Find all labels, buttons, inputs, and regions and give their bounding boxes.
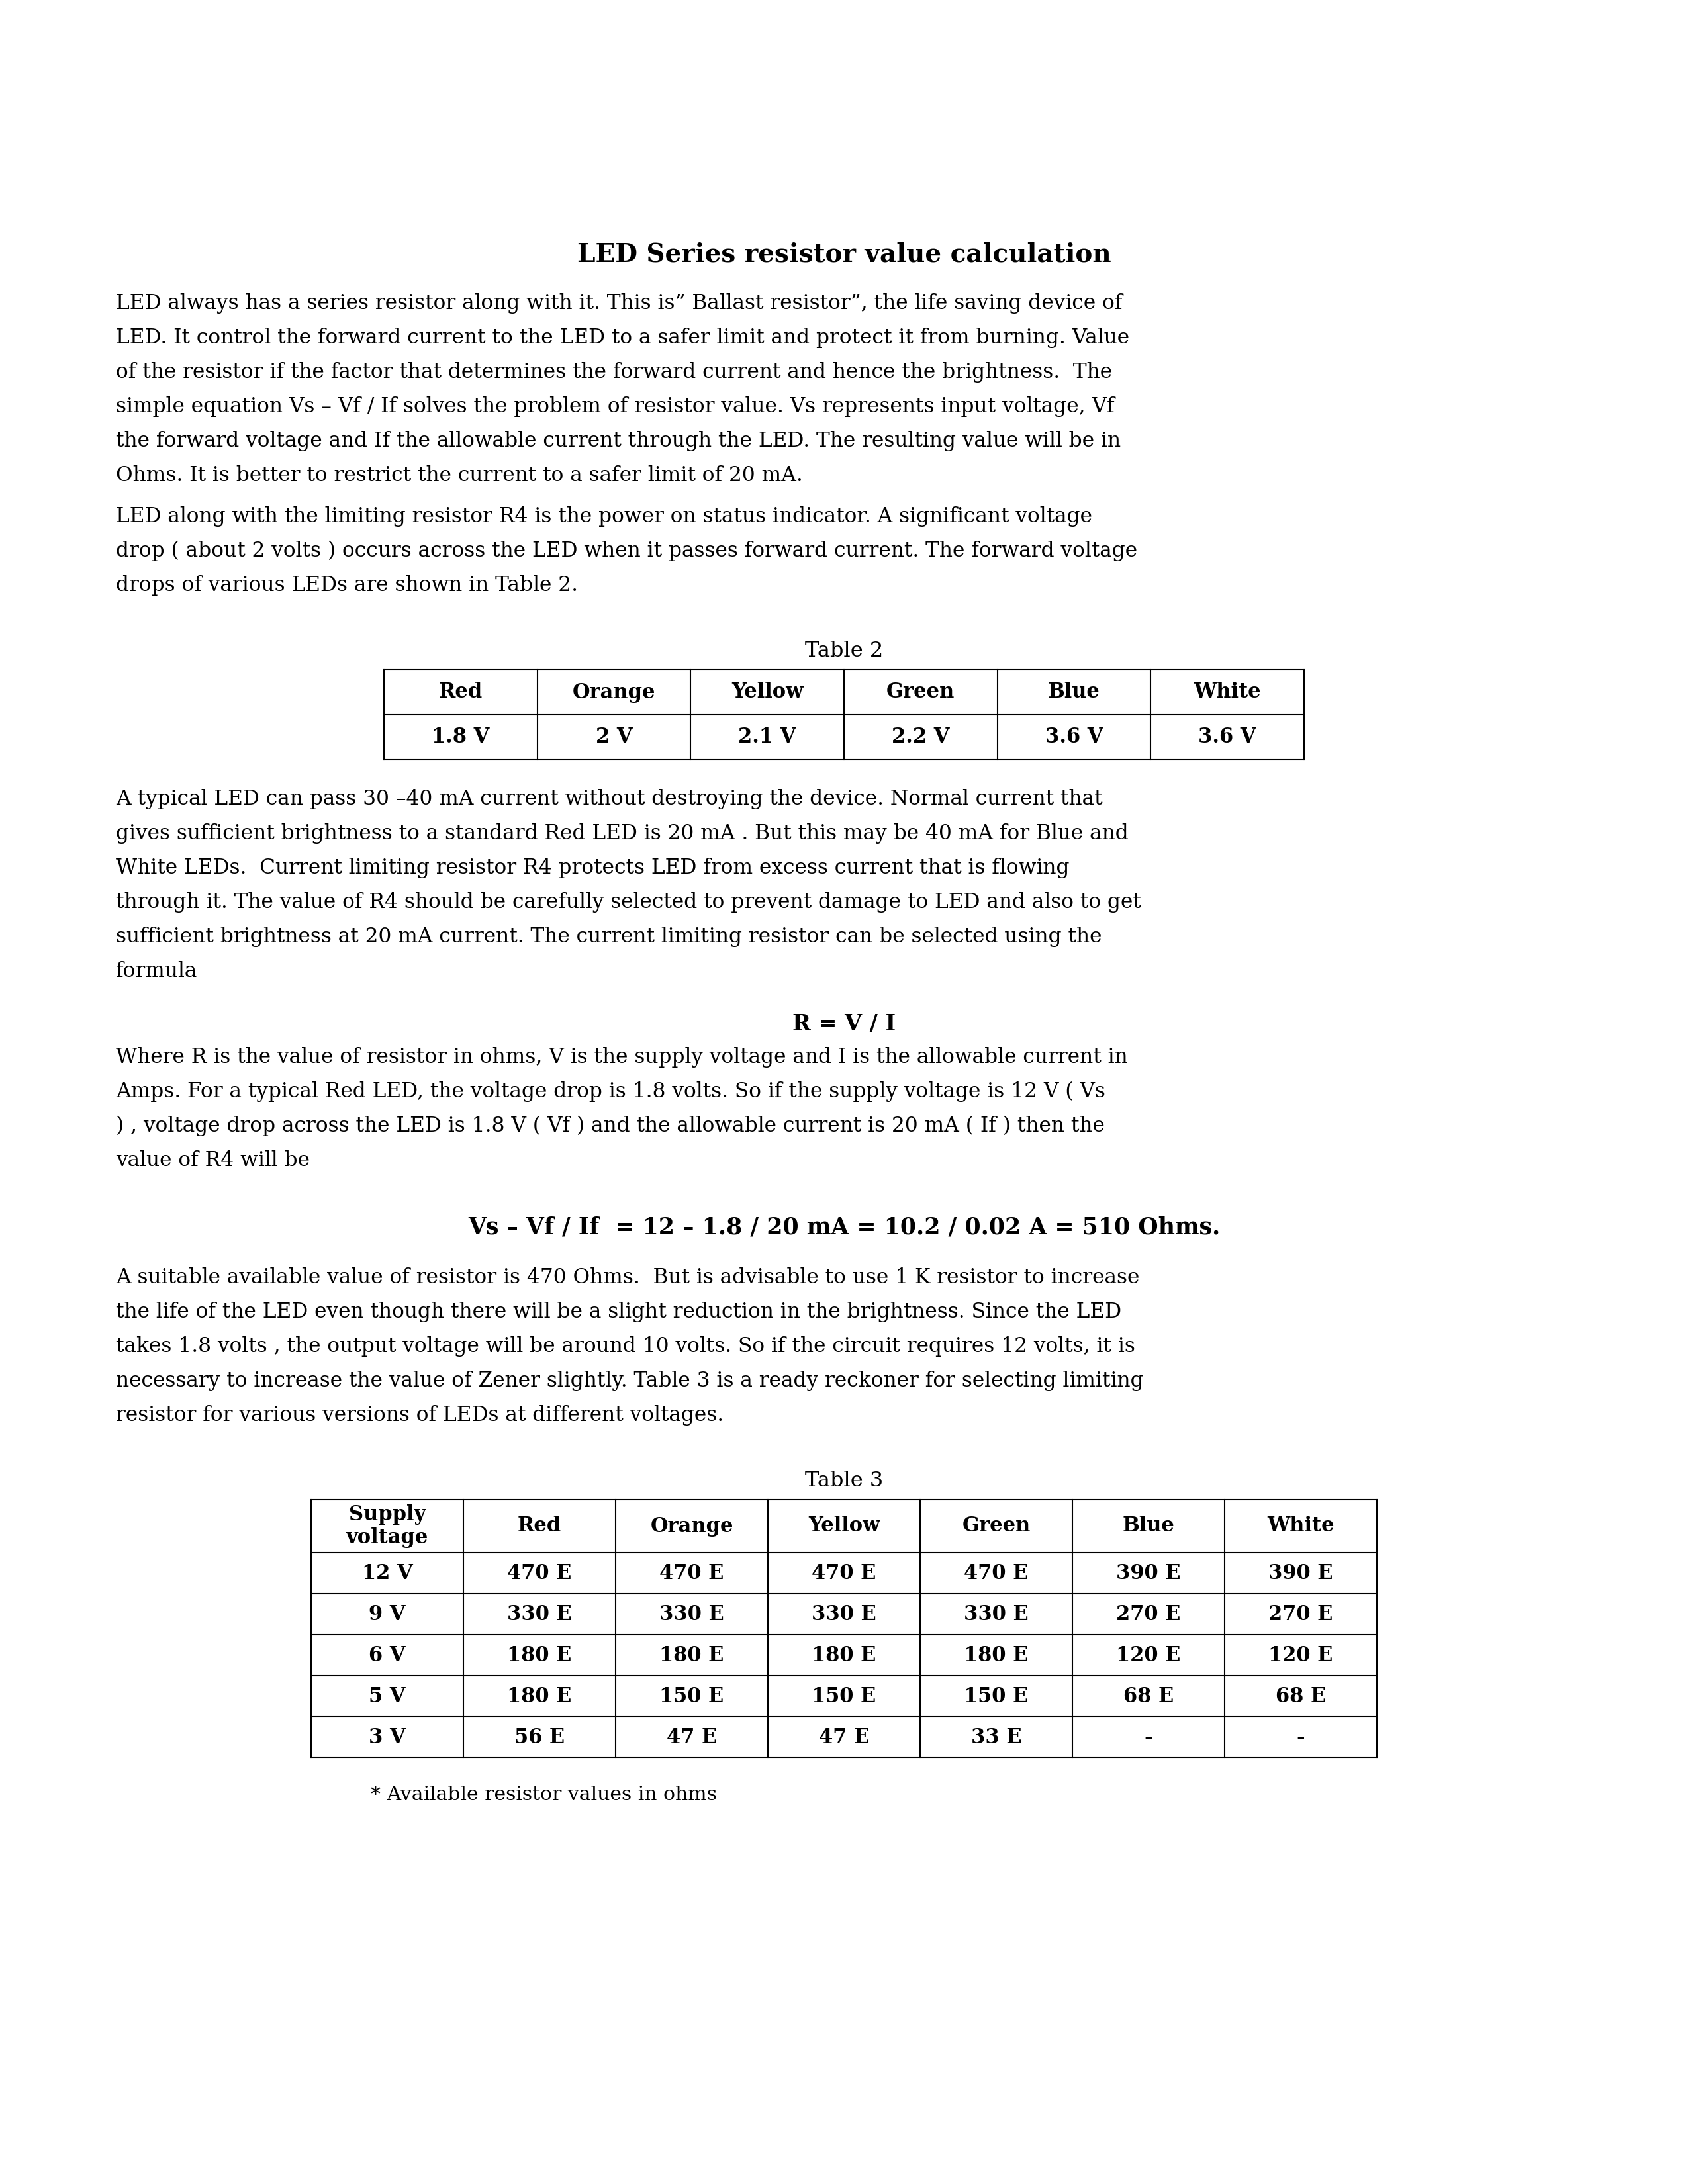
Text: 330 E: 330 E bbox=[660, 1603, 724, 1625]
Text: of the resistor if the factor that determines the forward current and hence the : of the resistor if the factor that deter… bbox=[116, 363, 1112, 382]
Text: 3 V: 3 V bbox=[368, 1728, 405, 1747]
Text: 330 E: 330 E bbox=[506, 1603, 572, 1625]
Text: -: - bbox=[1144, 1728, 1153, 1747]
Text: necessary to increase the value of Zener slightly. Table 3 is a ready reckoner f: necessary to increase the value of Zener… bbox=[116, 1372, 1144, 1391]
Text: Where R is the value of resistor in ohms, V is the supply voltage and I is the a: Where R is the value of resistor in ohms… bbox=[116, 1046, 1128, 1068]
Text: drop ( about 2 volts ) occurs across the LED when it passes forward current. The: drop ( about 2 volts ) occurs across the… bbox=[116, 542, 1138, 561]
Text: simple equation Vs – Vf / If solves the problem of resistor value. Vs represents: simple equation Vs – Vf / If solves the … bbox=[116, 397, 1114, 417]
Text: Orange: Orange bbox=[572, 681, 655, 703]
Text: Orange: Orange bbox=[650, 1516, 733, 1535]
Text: 470 E: 470 E bbox=[508, 1564, 572, 1583]
Text: 470 E: 470 E bbox=[964, 1564, 1028, 1583]
Text: 390 E: 390 E bbox=[1116, 1564, 1182, 1583]
Text: LED along with the limiting resistor R4 is the power on status indicator. A sign: LED along with the limiting resistor R4 … bbox=[116, 507, 1092, 526]
Text: Blue: Blue bbox=[1048, 681, 1101, 703]
Text: value of R4 will be: value of R4 will be bbox=[116, 1151, 311, 1171]
Text: gives sufficient brightness to a standard Red LED is 20 mA . But this may be 40 : gives sufficient brightness to a standar… bbox=[116, 823, 1129, 843]
Text: Table 3: Table 3 bbox=[805, 1470, 883, 1492]
Text: White: White bbox=[1193, 681, 1261, 703]
Text: 470 E: 470 E bbox=[660, 1564, 724, 1583]
Text: 2 V: 2 V bbox=[596, 727, 633, 747]
Text: through it. The value of R4 should be carefully selected to prevent damage to LE: through it. The value of R4 should be ca… bbox=[116, 893, 1141, 913]
Text: A suitable available value of resistor is 470 Ohms.  But is advisable to use 1 K: A suitable available value of resistor i… bbox=[116, 1267, 1139, 1289]
Text: 2.1 V: 2.1 V bbox=[738, 727, 797, 747]
Text: Supply: Supply bbox=[349, 1505, 425, 1524]
Text: Green: Green bbox=[962, 1516, 1030, 1535]
Text: 3.6 V: 3.6 V bbox=[1045, 727, 1102, 747]
Text: R = V / I: R = V / I bbox=[792, 1013, 896, 1035]
Text: the forward voltage and If the allowable current through the LED. The resulting : the forward voltage and If the allowable… bbox=[116, 430, 1121, 452]
Text: takes 1.8 volts , the output voltage will be around 10 volts. So if the circuit : takes 1.8 volts , the output voltage wil… bbox=[116, 1337, 1134, 1356]
Text: 180 E: 180 E bbox=[964, 1645, 1028, 1666]
Text: LED always has a series resistor along with it. This is” Ballast resistor”, the : LED always has a series resistor along w… bbox=[116, 293, 1123, 314]
Text: Red: Red bbox=[439, 681, 483, 703]
Text: -: - bbox=[1296, 1728, 1305, 1747]
Text: 180 E: 180 E bbox=[508, 1686, 572, 1706]
Text: 180 E: 180 E bbox=[812, 1645, 876, 1666]
Text: Vs – Vf / If  = 12 – 1.8 / 20 mA = 10.2 / 0.02 A = 510 Ohms.: Vs – Vf / If = 12 – 1.8 / 20 mA = 10.2 /… bbox=[468, 1216, 1220, 1238]
Text: 150 E: 150 E bbox=[660, 1686, 724, 1706]
Text: LED Series resistor value calculation: LED Series resistor value calculation bbox=[577, 242, 1111, 266]
Text: 12 V: 12 V bbox=[361, 1564, 412, 1583]
Text: 33 E: 33 E bbox=[971, 1728, 1021, 1747]
Text: 270 E: 270 E bbox=[1116, 1603, 1180, 1625]
Text: 470 E: 470 E bbox=[812, 1564, 876, 1583]
Text: 1.8 V: 1.8 V bbox=[432, 727, 490, 747]
Text: A typical LED can pass 30 –40 mA current without destroying the device. Normal c: A typical LED can pass 30 –40 mA current… bbox=[116, 788, 1102, 810]
Text: * Available resistor values in ohms: * Available resistor values in ohms bbox=[371, 1784, 717, 1804]
Text: Yellow: Yellow bbox=[731, 681, 803, 703]
Text: Blue: Blue bbox=[1123, 1516, 1175, 1535]
Text: Yellow: Yellow bbox=[809, 1516, 879, 1535]
Text: resistor for various versions of LEDs at different voltages.: resistor for various versions of LEDs at… bbox=[116, 1404, 724, 1426]
Text: 3.6 V: 3.6 V bbox=[1198, 727, 1256, 747]
Text: 180 E: 180 E bbox=[508, 1645, 572, 1666]
Text: 56 E: 56 E bbox=[515, 1728, 565, 1747]
Text: 47 E: 47 E bbox=[819, 1728, 869, 1747]
Text: 120 E: 120 E bbox=[1116, 1645, 1180, 1666]
Text: 68 E: 68 E bbox=[1123, 1686, 1173, 1706]
Text: Green: Green bbox=[886, 681, 955, 703]
Text: 150 E: 150 E bbox=[812, 1686, 876, 1706]
Text: 5 V: 5 V bbox=[370, 1686, 405, 1706]
Text: 2.2 V: 2.2 V bbox=[891, 727, 950, 747]
Text: sufficient brightness at 20 mA current. The current limiting resistor can be sel: sufficient brightness at 20 mA current. … bbox=[116, 926, 1102, 948]
Text: 68 E: 68 E bbox=[1276, 1686, 1327, 1706]
Text: White: White bbox=[1268, 1516, 1335, 1535]
Text: formula: formula bbox=[116, 961, 197, 981]
Text: 120 E: 120 E bbox=[1268, 1645, 1334, 1666]
Text: ) , voltage drop across the LED is 1.8 V ( Vf ) and the allowable current is 20 : ) , voltage drop across the LED is 1.8 V… bbox=[116, 1116, 1104, 1136]
Text: 150 E: 150 E bbox=[964, 1686, 1028, 1706]
Text: 390 E: 390 E bbox=[1268, 1564, 1334, 1583]
Text: Ohms. It is better to restrict the current to a safer limit of 20 mA.: Ohms. It is better to restrict the curre… bbox=[116, 465, 803, 485]
Text: 9 V: 9 V bbox=[370, 1603, 405, 1625]
Text: LED. It control the forward current to the LED to a safer limit and protect it f: LED. It control the forward current to t… bbox=[116, 328, 1129, 347]
Text: 270 E: 270 E bbox=[1268, 1603, 1334, 1625]
Text: drops of various LEDs are shown in Table 2.: drops of various LEDs are shown in Table… bbox=[116, 574, 577, 596]
Text: White LEDs.  Current limiting resistor R4 protects LED from excess current that : White LEDs. Current limiting resistor R4… bbox=[116, 858, 1070, 878]
Text: voltage: voltage bbox=[346, 1527, 429, 1548]
Text: 6 V: 6 V bbox=[370, 1645, 405, 1666]
Text: 330 E: 330 E bbox=[812, 1603, 876, 1625]
Text: the life of the LED even though there will be a slight reduction in the brightne: the life of the LED even though there wi… bbox=[116, 1302, 1121, 1321]
Text: 330 E: 330 E bbox=[964, 1603, 1028, 1625]
Text: 47 E: 47 E bbox=[667, 1728, 717, 1747]
Text: Table 2: Table 2 bbox=[805, 640, 883, 662]
Text: Red: Red bbox=[518, 1516, 562, 1535]
Text: 180 E: 180 E bbox=[660, 1645, 724, 1666]
Text: Amps. For a typical Red LED, the voltage drop is 1.8 volts. So if the supply vol: Amps. For a typical Red LED, the voltage… bbox=[116, 1081, 1106, 1103]
